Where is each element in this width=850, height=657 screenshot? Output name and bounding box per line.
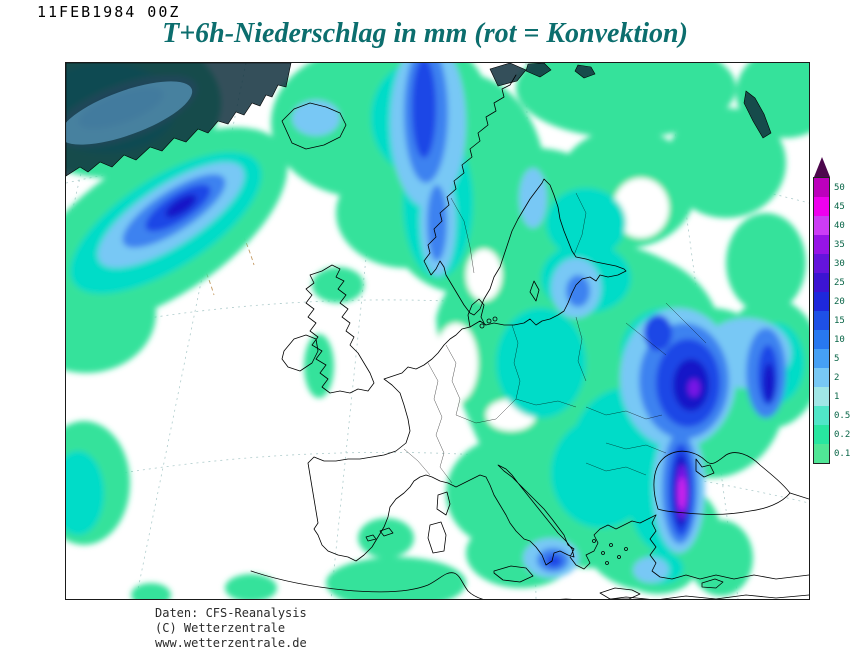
precip-magenta-40mm: [678, 477, 686, 509]
legend-row: 1: [814, 387, 839, 406]
footer-copyright: (C) Wetterzentrale: [155, 621, 286, 635]
legend-row: 5: [814, 349, 839, 368]
legend-color-box: [814, 406, 829, 425]
legend-row: 35: [814, 235, 845, 254]
legend-value: 40: [834, 221, 845, 231]
legend-row: 25: [814, 273, 845, 292]
map-title: T+6h-Niederschlag in mm (rot = Konvektio…: [162, 18, 688, 49]
greenland-svalbard-landmass: [66, 63, 772, 177]
precipitation-colorbar: 50 45 40 35 30 25 20 15 10 5 2 1 0.5 0.2 0.1: [813, 157, 850, 464]
legend-value: 45: [834, 202, 845, 212]
attribution-footer: Daten: CFS-Reanalysis (C) Wetterzentrale…: [155, 606, 307, 651]
legend-color-box: [814, 254, 829, 273]
precipitation-layer: [66, 63, 809, 599]
legend-scale: 50 45 40 35 30 25 20 15 10 5 2 1 0.5 0.2 0.1: [813, 177, 850, 464]
legend-value: 0.2: [834, 430, 850, 440]
legend-row: 30: [814, 254, 845, 273]
legend-row: 45: [814, 197, 845, 216]
legend-row: 0.1: [814, 444, 850, 463]
legend-row: 20: [814, 292, 845, 311]
legend-value: 2: [834, 373, 840, 383]
legend-color-box: [814, 216, 829, 235]
legend-value: 10: [834, 335, 845, 345]
run-datestamp: 11FEB1984 00Z: [37, 3, 181, 21]
legend-row: 2: [814, 368, 839, 387]
greenland-precip-tint: [66, 81, 193, 145]
europe-precipitation-map: [65, 62, 810, 600]
legend-color-box: [814, 235, 829, 254]
precip-dry-gaps: [434, 178, 669, 431]
legend-value: 50: [834, 183, 845, 193]
legend-value: 0.1: [834, 449, 850, 459]
legend-row: 10: [814, 330, 845, 349]
legend-color-box: [814, 311, 829, 330]
legend-value: 15: [834, 316, 845, 326]
legend-color-box: [814, 425, 829, 444]
legend-color-box: [814, 349, 829, 368]
legend-value: 20: [834, 297, 845, 307]
legend-row: 0.5: [814, 406, 850, 425]
legend-color-box: [814, 368, 829, 387]
legend-color-box: [814, 387, 829, 406]
footer-website: www.wetterzentrale.de: [155, 636, 307, 650]
legend-color-box: [814, 178, 829, 197]
legend-color-box: [814, 292, 829, 311]
coastlines-layer: [250, 74, 809, 599]
legend-row: 15: [814, 311, 845, 330]
legend-row: 40: [814, 216, 845, 235]
legend-value: 0.5: [834, 411, 850, 421]
legend-color-box: [814, 273, 829, 292]
legend-color-box: [814, 444, 829, 463]
colorbar-arrow-cap: [814, 157, 830, 177]
legend-color-box: [814, 330, 829, 349]
country-borders-layer: [403, 192, 707, 484]
legend-value: 25: [834, 278, 845, 288]
legend-color-box: [814, 197, 829, 216]
legend-value: 1: [834, 392, 840, 402]
legend-value: 5: [834, 354, 840, 364]
footer-data-source: Daten: CFS-Reanalysis: [155, 606, 307, 620]
legend-row: 50: [814, 178, 845, 197]
legend-value: 35: [834, 240, 845, 250]
legend-row: 0.2: [814, 425, 850, 444]
legend-value: 30: [834, 259, 845, 269]
